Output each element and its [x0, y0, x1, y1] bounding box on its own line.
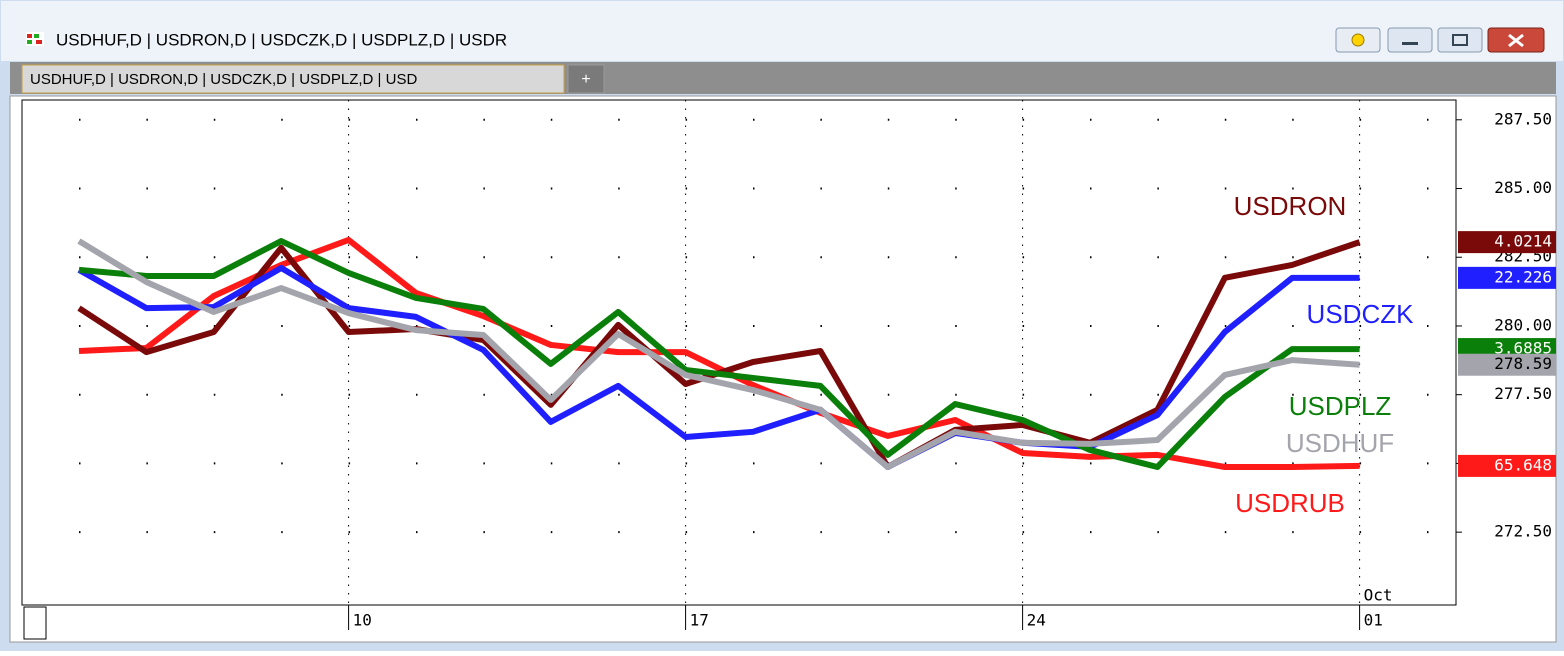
series-line [78, 238, 1360, 470]
x-month-label: Oct [1364, 586, 1393, 605]
last-price-badge [1458, 231, 1556, 254]
last-price-badge [1458, 454, 1556, 477]
series-name: USDRON [1234, 191, 1347, 221]
title-bar [1, 1, 1563, 61]
last-price-label: 22.226 [1494, 267, 1552, 286]
y-tick-label: 272.50 [1494, 522, 1552, 541]
maximize-button[interactable] [1437, 27, 1483, 53]
series-line [77, 264, 1360, 470]
series-name: USDPLZ [1289, 391, 1392, 421]
series-name: USDRUB [1235, 488, 1345, 518]
y-tick-label: 280.00 [1494, 315, 1552, 334]
last-price-label: 278.59 [1494, 354, 1552, 373]
labels: 272.50275.00277.50280.00282.50285.00287.… [353, 109, 1556, 630]
y-tick-label: 277.50 [1494, 384, 1552, 403]
lines [77, 236, 1361, 470]
maximize-icon [1452, 34, 1468, 46]
series-name: USDCZK [1307, 299, 1415, 329]
plot-area [21, 99, 1457, 606]
y-tick-label: 285.00 [1494, 178, 1552, 197]
grid [79, 100, 1462, 630]
status-light [1351, 33, 1365, 47]
last-price-label: 4.0214 [1494, 232, 1552, 251]
last-price-label: 3.6885 [1494, 339, 1552, 358]
x-tick-label: 01 [1364, 611, 1383, 630]
scroll-handle[interactable] [23, 606, 47, 640]
y-tick-label: 287.50 [1494, 109, 1552, 128]
minimize-icon [1402, 42, 1418, 45]
minimize-button[interactable] [1387, 27, 1433, 53]
tab-label: USDHUF,D | USDRON,D | USDCZK,D | USDPLZ,… [30, 71, 417, 88]
app-icon [26, 32, 44, 46]
new-tab-button[interactable] [567, 64, 605, 94]
series-line [77, 238, 1360, 470]
x-tick-label: 17 [690, 611, 709, 630]
active-tab[interactable] [21, 64, 565, 94]
last-price-badge [1458, 266, 1556, 289]
x-tick-label: 24 [1027, 611, 1046, 630]
series-name: USDHUF [1286, 428, 1394, 458]
window-title: USDHUF,D | USDRON,D | USDCZK,D | USDPLZ,… [56, 30, 507, 49]
last-price-badge [1458, 353, 1556, 376]
x-tick-label: 10 [353, 611, 372, 630]
close-icon [1508, 33, 1524, 48]
last-price-label: 65.648 [1494, 455, 1552, 474]
new-tab-label: + [581, 71, 590, 88]
